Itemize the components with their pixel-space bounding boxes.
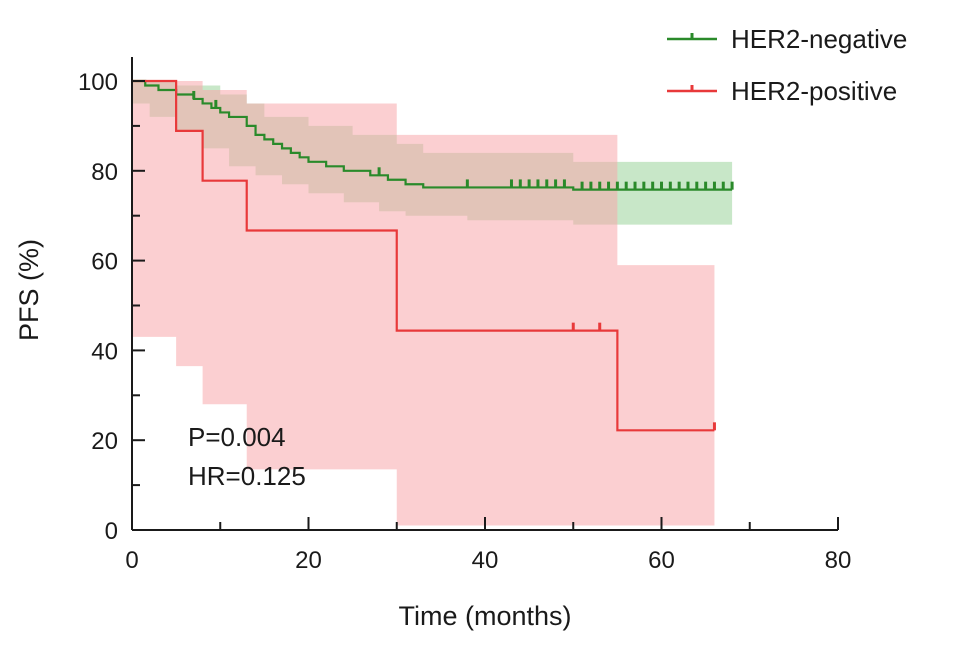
y-tick-label: 100	[78, 69, 118, 96]
y-tick-label: 20	[91, 428, 118, 455]
ci-band-her2-positive	[132, 81, 715, 526]
legend-item-her2-positive: HER2-positive	[667, 76, 897, 106]
x-tick-label: 80	[825, 547, 852, 574]
km-curve-her2-positive	[132, 79, 715, 432]
x-tick-label: 40	[472, 547, 499, 574]
x-tick-label: 0	[125, 547, 138, 574]
x-tick-label: 60	[648, 547, 675, 574]
legend-label-her2-negative: HER2-negative	[731, 24, 907, 54]
legend-label-her2-positive: HER2-positive	[731, 76, 897, 106]
x-axis-title: Time (months)	[398, 601, 571, 631]
axes: 0 20 40 60 80 0 20 40 60 80 100	[78, 57, 851, 574]
legend: HER2-negative HER2-positive	[667, 24, 907, 106]
legend-item-her2-negative: HER2-negative	[667, 24, 907, 54]
y-tick-label: 80	[91, 159, 118, 186]
hr-annotation: HR=0.125	[188, 461, 306, 491]
y-tick-label: 60	[91, 249, 118, 276]
confidence-bands	[132, 81, 733, 526]
y-tick-label: 0	[105, 518, 118, 545]
y-tick-label: 40	[91, 338, 118, 365]
censor-marks	[192, 90, 734, 431]
y-axis-title: PFS (%)	[14, 239, 44, 341]
p-value-annotation: P=0.004	[188, 422, 286, 452]
x-tick-label: 20	[295, 547, 322, 574]
